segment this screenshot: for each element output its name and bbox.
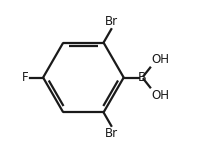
Text: OH: OH (152, 53, 170, 66)
Text: F: F (22, 71, 29, 84)
Text: OH: OH (152, 89, 170, 102)
Text: Br: Br (105, 127, 118, 140)
Text: Br: Br (105, 15, 118, 28)
Text: B: B (138, 71, 146, 84)
